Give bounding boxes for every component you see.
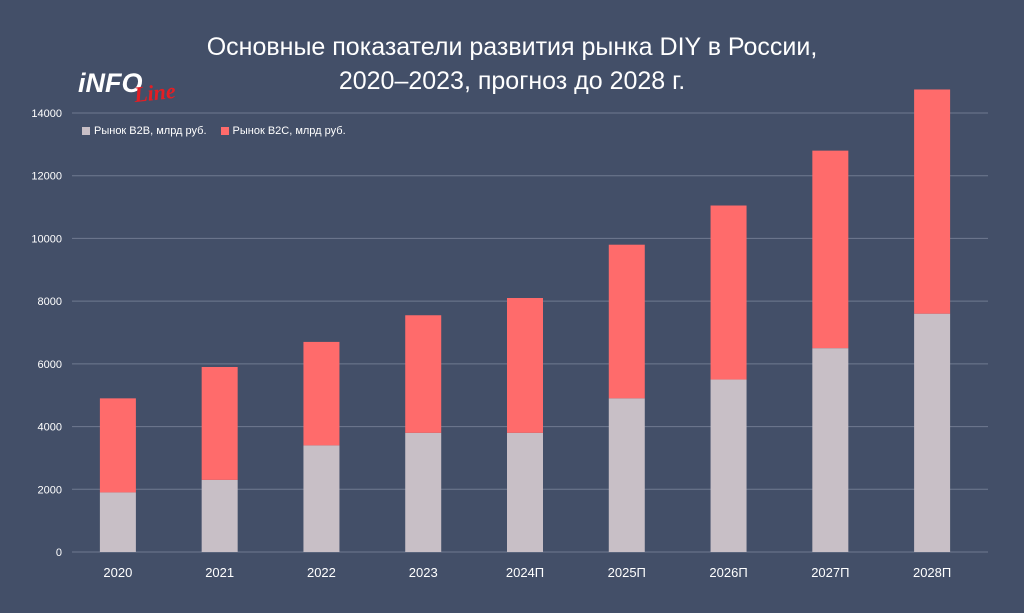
legend-label-b2b: Рынок B2B, млрд руб.	[94, 125, 207, 137]
bar-b2b	[507, 432, 543, 552]
legend-label-b2c: Рынок B2C, млрд руб.	[232, 125, 346, 137]
x-tick-label: 2024П	[506, 565, 544, 580]
bar-b2c	[201, 366, 238, 480]
y-tick-label: 12000	[31, 171, 62, 183]
bar-b2b	[303, 445, 340, 552]
x-tick-label: 2023	[409, 565, 438, 580]
y-tick-label: 10000	[31, 233, 62, 245]
y-tick-label: 8000	[38, 296, 62, 308]
logo-main-text: iNFO	[78, 68, 143, 98]
bar-b2b	[812, 348, 849, 552]
bar-b2c	[608, 244, 645, 399]
x-tick-label: 2026П	[709, 565, 747, 580]
bar-b2b	[608, 398, 645, 552]
y-tick-label: 2000	[38, 484, 62, 496]
x-tick-label: 2021	[205, 565, 234, 580]
x-tick-label: 2025П	[608, 565, 646, 580]
bar-b2c	[99, 398, 136, 493]
bar-b2c	[812, 150, 849, 349]
y-tick-label: 4000	[38, 422, 62, 434]
y-tick-label: 14000	[31, 108, 62, 120]
y-tick-label: 6000	[38, 359, 62, 371]
x-tick-label: 2020	[103, 565, 132, 580]
chart-title: Основные показатели развития рынка DIY в…	[0, 30, 1024, 98]
y-tick-label: 0	[56, 547, 62, 559]
bar-b2b	[201, 479, 238, 552]
bar-b2c	[914, 89, 951, 314]
x-tick-label: 2027П	[811, 565, 849, 580]
bar-b2c	[405, 315, 442, 433]
bar-b2b	[99, 492, 136, 552]
bar-b2c	[303, 341, 340, 446]
legend-item-b2c: Рынок B2C, млрд руб.	[220, 125, 346, 137]
chart-legend: Рынок B2B, млрд руб. Рынок B2C, млрд руб…	[82, 125, 346, 137]
bar-b2b	[914, 313, 951, 552]
legend-swatch-b2b	[82, 127, 90, 135]
bar-b2c	[507, 298, 543, 433]
x-tick-label: 2022	[307, 565, 336, 580]
legend-item-b2b: Рынок B2B, млрд руб.	[82, 125, 207, 137]
infoline-logo: iNFO Line	[78, 66, 198, 107]
chart-title-line-2: 2020–2023, прогноз до 2028 г.	[338, 67, 686, 95]
legend-swatch-b2c	[220, 127, 229, 135]
bar-b2c	[710, 205, 747, 380]
chart-title-line-1: Основные показатели развития рынка DIY в…	[206, 33, 818, 61]
bar-b2b	[405, 432, 442, 552]
bar-b2b	[710, 379, 747, 552]
x-tick-label: 2028П	[913, 565, 951, 580]
